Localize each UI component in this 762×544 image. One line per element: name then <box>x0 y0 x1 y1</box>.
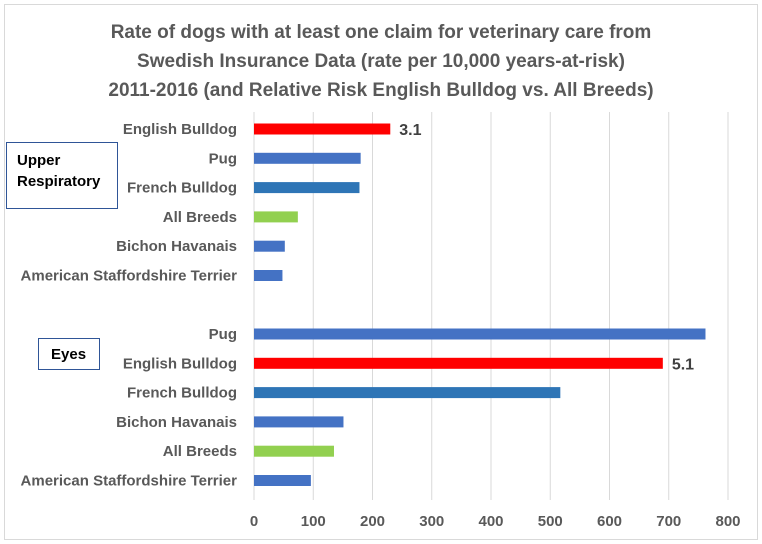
category-label-0-4: Bichon Havanais <box>116 238 237 255</box>
bar-0-4 <box>254 240 285 252</box>
bar-1-5 <box>254 475 311 486</box>
group-label-upper-line-1: Upper <box>17 152 61 169</box>
category-label-0-3: All Breeds <box>163 209 237 226</box>
chart-title-line-1: Rate of dogs with at least one claim for… <box>110 22 652 43</box>
bar-0-0 <box>254 123 391 135</box>
chart-title-line-3: 2011-2016 (and Relative Risk English Bul… <box>108 80 654 101</box>
category-label-0-5: American Staffordshire Terrier <box>21 268 238 285</box>
group-label-eyes-line-1: Eyes <box>51 346 87 363</box>
x-tick-label-8: 800 <box>715 513 740 530</box>
x-tick-label-4: 400 <box>478 513 503 530</box>
bar-1-3 <box>254 416 344 428</box>
bar-1-1 <box>254 357 663 369</box>
category-label-0-1: Pug <box>209 150 237 167</box>
group-label-eyes: Eyes <box>38 338 100 370</box>
x-tick-label-2: 200 <box>360 513 385 530</box>
bar-0-2 <box>254 182 360 194</box>
group-label-upper-respiratory: Upper Respiratory <box>6 142 118 209</box>
x-tick-label-0: 0 <box>250 513 258 530</box>
bar-0-1 <box>254 152 361 164</box>
bar-1-2 <box>254 387 561 399</box>
category-label-1-3: Bichon Havanais <box>116 414 237 431</box>
bar-0-5 <box>254 270 283 281</box>
x-tick-label-1: 100 <box>301 513 326 530</box>
category-label-0-0: English Bulldog <box>123 121 237 138</box>
x-tick-label-3: 300 <box>419 513 444 530</box>
chart-title-line-2: Swedish Insurance Data (rate per 10,000 … <box>137 51 625 72</box>
category-label-1-4: All Breeds <box>163 443 237 460</box>
category-label-0-2: French Bulldog <box>127 180 237 197</box>
data-label-1-1: 5.1 <box>672 356 694 373</box>
chart-frame <box>4 4 758 540</box>
bar-1-4 <box>254 445 334 457</box>
bar-0-3 <box>254 211 298 223</box>
chart-title: Rate of dogs with at least one claim for… <box>0 18 762 105</box>
category-label-1-1: English Bulldog <box>123 355 237 372</box>
group-label-upper-line-2: Respiratory <box>17 173 101 190</box>
x-tick-label-7: 700 <box>656 513 681 530</box>
category-label-1-2: French Bulldog <box>127 385 237 402</box>
bar-1-0 <box>254 328 706 340</box>
category-label-1-0: Pug <box>209 326 237 343</box>
x-tick-label-6: 600 <box>597 513 622 530</box>
data-label-0-0: 3.1 <box>399 122 421 139</box>
x-tick-label-5: 500 <box>538 513 563 530</box>
category-label-1-5: American Staffordshire Terrier <box>21 473 238 490</box>
